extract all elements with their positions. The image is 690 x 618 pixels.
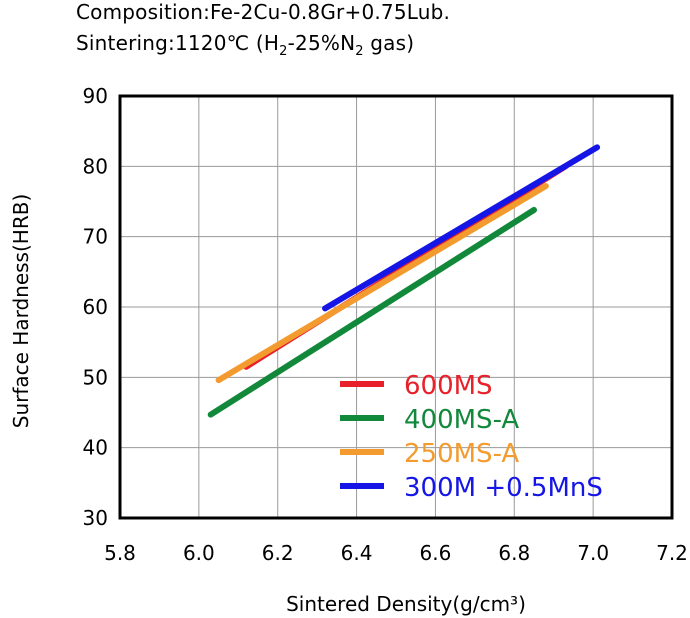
x-tick-label: 6.6 <box>420 541 452 565</box>
y-tick-label: 80 <box>83 154 108 178</box>
series-line-300m-0-5mns <box>322 144 601 312</box>
sintering-mid: -25%N <box>287 31 356 55</box>
sintering-sub-h2: 2 <box>279 44 288 59</box>
plot-frame <box>118 94 674 520</box>
x-axis-label: Sintered Density(g/cm³) <box>286 592 526 616</box>
legend: 600MS 400MS-A 250MS-A 300M +0.5MnS <box>340 371 603 503</box>
legend-label: 300M +0.5MnS <box>404 473 603 503</box>
x-tick-label: 5.8 <box>104 541 136 565</box>
y-axis-label: Surface Hardness(HRB) <box>9 194 33 429</box>
y-tick-label: 50 <box>83 365 108 389</box>
y-tick-label: 60 <box>83 295 108 319</box>
grid-lines <box>120 96 672 518</box>
x-tick-label: 6.4 <box>341 541 373 565</box>
y-tick-label: 70 <box>83 225 108 249</box>
series-lines <box>207 144 601 418</box>
legend-label: 600MS <box>404 371 493 401</box>
tick-labels: 5.8 6.0 6.2 6.4 6.6 6.8 7.0 7.2 30 40 50 60 70 80 90 <box>83 84 688 565</box>
x-tick-label: 6.0 <box>183 541 215 565</box>
sintering-caption: Sintering:1120℃ (H2-25%N2 gas) <box>76 31 414 59</box>
y-tick-label: 90 <box>83 84 108 108</box>
composition-caption: Composition:Fe-2Cu-0.8Gr+0.75Lub. <box>76 0 451 24</box>
x-tick-label: 7.2 <box>656 541 688 565</box>
x-tick-label: 6.8 <box>498 541 530 565</box>
legend-label: 250MS-A <box>404 439 519 469</box>
y-tick-label: 40 <box>83 436 108 460</box>
legend-label: 400MS-A <box>404 405 519 435</box>
x-tick-label: 7.0 <box>577 541 609 565</box>
sintering-prefix: Sintering:1120℃ (H <box>76 31 280 55</box>
y-tick-label: 30 <box>83 506 108 530</box>
sintering-sub-n2: 2 <box>355 44 364 59</box>
series-line-250ms-a <box>215 183 549 384</box>
series-line-400ms-a <box>207 206 537 418</box>
x-tick-label: 6.2 <box>262 541 294 565</box>
sintering-suffix: gas) <box>363 31 415 55</box>
